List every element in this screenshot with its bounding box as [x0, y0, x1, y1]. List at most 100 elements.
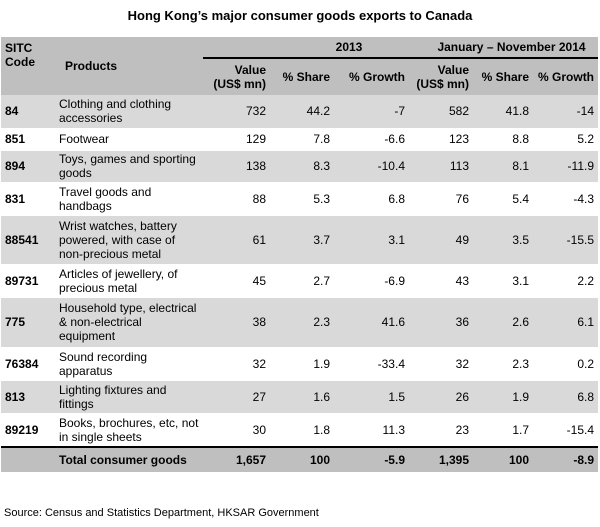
value-2013: 32 [203, 347, 270, 381]
total-growth-2013: -5.9 [334, 446, 409, 472]
value-2013: 30 [203, 413, 270, 448]
growth-2013: -6.9 [334, 264, 409, 298]
sitc-code: 89731 [1, 264, 55, 298]
growth-2014: -4.3 [533, 182, 599, 216]
growth-2014: -15.4 [533, 413, 599, 448]
table-row: 775 Household type, electrical & non-ele… [1, 297, 599, 348]
total-value-2014: 1,395 [409, 446, 473, 472]
value-2014: 43 [409, 264, 473, 298]
table-row: 813 Lighting fixtures and fittings 27 1.… [1, 380, 599, 414]
growth-2013: 6.8 [334, 182, 409, 216]
share-2013: 5.3 [270, 182, 334, 216]
value-2014: 113 [409, 150, 473, 183]
share-2014: 2.3 [473, 347, 533, 381]
value-2013: 38 [203, 297, 270, 348]
growth-2013: 3.1 [334, 215, 409, 265]
growth-2014: -15.5 [533, 215, 599, 265]
share-2014: 1.9 [473, 380, 533, 414]
share-2013: 3.7 [270, 215, 334, 265]
share-2014: 2.6 [473, 297, 533, 348]
product-name: Sound recording apparatus [55, 347, 203, 381]
share-2014: 41.8 [473, 95, 533, 129]
sitc-code: 84 [1, 95, 55, 129]
value-2014: 123 [409, 128, 473, 151]
sitc-code: 813 [1, 380, 55, 414]
sitc-code: 851 [1, 128, 55, 151]
share-2014: 3.5 [473, 215, 533, 265]
table-row: 851 Footwear 129 7.8 -6.6 123 8.8 5.2 [1, 128, 599, 151]
product-name: Household type, electrical & non-electri… [55, 297, 203, 348]
header-share-2013: % Share [270, 58, 334, 95]
value-2013: 27 [203, 380, 270, 414]
header-growth-2013: % Growth [334, 58, 409, 95]
share-2014: 8.8 [473, 128, 533, 151]
value-2014: 23 [409, 413, 473, 448]
total-row: Total consumer goods 1,657 100 -5.9 1,39… [1, 446, 599, 472]
table-row: 84 Clothing and clothing accessories 732… [1, 95, 599, 129]
header-period-2014: January – November 2014 [409, 37, 599, 59]
product-name: Lighting fixtures and fittings [55, 380, 203, 414]
share-2014: 5.4 [473, 182, 533, 216]
header-value-2013: Value (US$ mn) [203, 58, 270, 95]
growth-2013: 41.6 [334, 297, 409, 348]
header-share-2014: % Share [473, 58, 533, 95]
share-2014: 3.1 [473, 264, 533, 298]
total-share-2013: 100 [270, 446, 334, 472]
product-name: Wrist watches, battery powered, with cas… [55, 215, 203, 265]
growth-2014: -11.9 [533, 150, 599, 183]
product-name: Clothing and clothing accessories [55, 95, 203, 129]
value-2013: 88 [203, 182, 270, 216]
sitc-code: 894 [1, 150, 55, 183]
total-label: Total consumer goods [55, 446, 203, 472]
total-value-2013: 1,657 [203, 446, 270, 472]
growth-2014: 6.1 [533, 297, 599, 348]
value-2014: 36 [409, 297, 473, 348]
share-2013: 2.3 [270, 297, 334, 348]
growth-2013: -10.4 [334, 150, 409, 183]
table-row: 89731 Articles of jewellery, of precious… [1, 264, 599, 298]
growth-2014: 6.8 [533, 380, 599, 414]
growth-2014: 2.2 [533, 264, 599, 298]
share-2013: 8.3 [270, 150, 334, 183]
sitc-code: 775 [1, 297, 55, 348]
header-products: Products [55, 37, 203, 95]
header-period-2013: 2013 [203, 37, 409, 59]
source-note: Source: Census and Statistics Department… [4, 507, 319, 519]
table-title: Hong Kong’s major consumer goods exports… [127, 8, 473, 23]
product-name: Books, brochures, etc, not in single she… [55, 413, 203, 448]
sitc-code: 831 [1, 182, 55, 216]
share-2013: 7.8 [270, 128, 334, 151]
sitc-code: 88541 [1, 215, 55, 265]
header-value-2014: Value (US$ mn) [409, 58, 473, 95]
growth-2013: 11.3 [334, 413, 409, 448]
share-2013: 1.6 [270, 380, 334, 414]
product-name: Toys, games and sporting goods [55, 150, 203, 183]
header-code: SITC Code [1, 37, 55, 95]
value-2013: 45 [203, 264, 270, 298]
sitc-code: 89219 [1, 413, 55, 448]
table-row: 831 Travel goods and handbags 88 5.3 6.8… [1, 182, 599, 216]
total-share-2014: 100 [473, 446, 533, 472]
total-code-cell [1, 446, 55, 472]
product-name: Footwear [55, 128, 203, 151]
table-row: 894 Toys, games and sporting goods 138 8… [1, 150, 599, 183]
growth-2014: -14 [533, 95, 599, 129]
value-2014: 582 [409, 95, 473, 129]
product-name: Travel goods and handbags [55, 182, 203, 216]
share-2013: 2.7 [270, 264, 334, 298]
value-2014: 49 [409, 215, 473, 265]
share-2014: 8.1 [473, 150, 533, 183]
value-2014: 76 [409, 182, 473, 216]
value-2014: 26 [409, 380, 473, 414]
value-2013: 138 [203, 150, 270, 183]
table-row: 76384 Sound recording apparatus 32 1.9 -… [1, 347, 599, 381]
growth-2013: 1.5 [334, 380, 409, 414]
share-2013: 1.9 [270, 347, 334, 381]
total-growth-2014: -8.9 [533, 446, 599, 472]
share-2014: 1.7 [473, 413, 533, 448]
value-2013: 61 [203, 215, 270, 265]
value-2013: 732 [203, 95, 270, 129]
growth-2013: -7 [334, 95, 409, 129]
growth-2014: 5.2 [533, 128, 599, 151]
product-name: Articles of jewellery, of precious metal [55, 264, 203, 298]
